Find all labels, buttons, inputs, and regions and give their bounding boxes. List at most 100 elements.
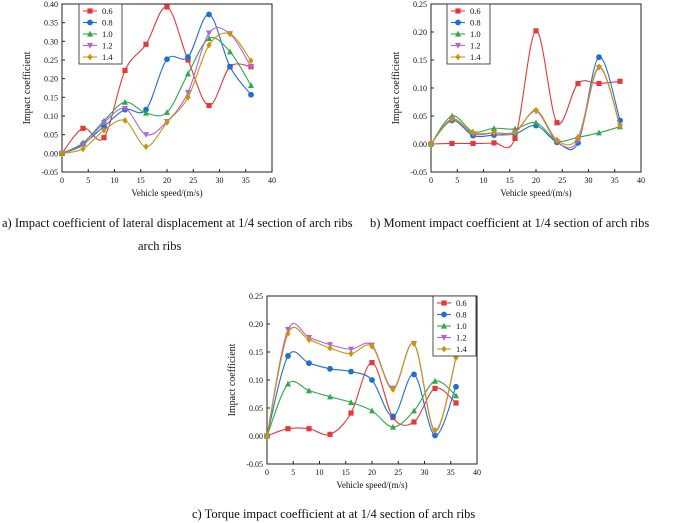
x-tick-label: 0 [429,176,433,185]
data-point [596,129,602,136]
data-point [185,57,191,63]
data-point [369,407,375,414]
data-point [227,48,233,55]
y-tick-label: 0.10 [44,112,58,121]
caption-a-line2: arch ribs [138,239,182,253]
data-point [285,327,291,333]
series-1.4 [264,326,459,440]
y-tick-label: 0.25 [249,292,263,301]
data-point [432,427,438,434]
legend-marker [441,300,447,306]
data-point [491,129,497,137]
legend-label: 0.8 [470,18,481,28]
data-point [164,109,170,115]
x-tick-label: 5 [291,468,295,477]
data-point [101,135,107,141]
legend-marker [455,19,461,26]
x-tick-label: 15 [137,176,145,185]
x-tick-label: 30 [216,176,224,185]
data-point [428,140,434,148]
y-tick-label: 0.20 [413,28,427,37]
data-point [185,54,191,60]
legend-label: 0.6 [456,298,467,308]
data-point [122,67,128,74]
data-point [327,431,333,437]
x-tick-label: 15 [342,468,350,477]
legend-marker [455,8,461,14]
data-point [596,63,602,71]
data-point [554,136,560,144]
data-point [227,63,233,70]
data-point [227,30,233,38]
data-point [143,109,149,116]
x-tick-label: 30 [421,468,429,477]
x-tick-label: 35 [611,176,619,185]
data-point [533,107,539,114]
data-point [248,57,254,65]
data-point [453,400,459,406]
series-0.6 [264,360,459,439]
data-point [369,360,375,366]
data-point [533,119,539,126]
data-point [411,340,417,347]
legend-marker [87,8,93,14]
y-tick-label: 0.30 [44,37,58,46]
x-axis-label: Vehicle speed/(m/s) [336,480,407,490]
y-tick-label: 0.25 [413,0,427,9]
data-point [596,54,602,61]
y-axis-label: Impact coefficient [227,343,238,416]
data-point [122,98,128,105]
data-point [453,383,459,390]
data-point [143,132,149,138]
legend-label: 1.0 [456,321,467,331]
y-tick-label: 0.20 [249,320,263,329]
data-point [432,377,438,384]
data-point [206,102,212,109]
data-point [285,426,291,432]
data-point [285,380,291,387]
data-point [348,350,354,358]
data-point [143,106,149,113]
data-point [122,117,128,124]
x-tick-label: 0 [265,468,269,477]
y-tick-label: -0.05 [410,168,427,177]
x-tick-label: 30 [585,176,593,185]
series-line [266,380,457,437]
x-axis-label: Vehicle speed/(m/s) [500,188,571,198]
x-tick-label: 10 [480,176,488,185]
data-point [369,377,375,383]
legend-marker [455,42,461,49]
series-line [430,115,621,145]
data-point [596,80,602,87]
data-point [164,118,170,126]
data-point [617,78,623,84]
x-tick-label: 20 [368,468,376,477]
legend: 0.6 0.81.0 1.21.4 [432,295,477,357]
data-point [164,56,170,63]
y-axis-label: Impact coefficient [391,51,402,124]
data-point [206,30,212,37]
data-point [248,82,254,88]
data-point [143,41,149,47]
x-tick-label: 35 [447,468,455,477]
y-tick-label: -0.05 [41,168,58,177]
data-point [575,80,581,87]
x-tick-label: 25 [558,176,566,185]
data-point [59,149,65,157]
data-point [285,353,291,359]
data-point [206,41,212,49]
data-point [470,140,476,147]
legend-marker [87,53,93,61]
y-tick-label: 0.25 [44,56,58,65]
series-line [266,326,457,437]
data-point [617,122,623,130]
x-tick-label: 5 [455,176,459,185]
data-point [80,145,86,153]
legend: 0.6 0.81.0 1.21.4 [78,3,123,65]
data-point [369,343,375,350]
series-line [61,13,252,154]
data-point [306,360,312,367]
data-point [101,120,107,126]
legend-marker [455,30,461,37]
